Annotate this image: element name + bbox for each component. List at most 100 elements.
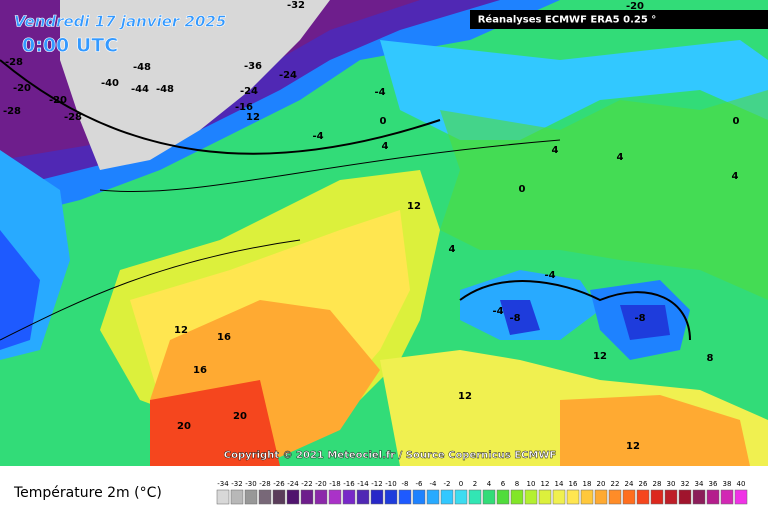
scale-swatch — [482, 489, 496, 505]
scale-swatch — [608, 489, 622, 505]
scale-label: -32 — [231, 480, 242, 488]
scale-label: 20 — [597, 480, 606, 488]
scale-label: -12 — [371, 480, 382, 488]
scale-label: 40 — [737, 480, 746, 488]
scale-swatch — [384, 489, 398, 505]
map-background — [0, 0, 768, 466]
scale-label: 14 — [555, 480, 564, 488]
contour-label: 12 — [174, 325, 188, 336]
scale-label: 16 — [569, 480, 578, 488]
contour-label: -8 — [509, 313, 520, 324]
scale-label: -14 — [357, 480, 369, 488]
scale-swatch — [552, 489, 566, 505]
scale-label: -10 — [385, 480, 396, 488]
scale-label: -20 — [315, 480, 326, 488]
scale-label: 4 — [487, 480, 492, 488]
contour-label: 4 — [732, 171, 739, 182]
scale-swatch — [286, 489, 300, 505]
scale-swatch — [692, 489, 706, 505]
legend-panel — [0, 466, 768, 512]
scale-swatch — [594, 489, 608, 505]
contour-label: -28 — [64, 112, 82, 123]
scale-swatch — [356, 489, 370, 505]
scale-label: 28 — [653, 480, 662, 488]
scale-label: 2 — [473, 480, 477, 488]
scale-swatch — [258, 489, 272, 505]
contour-label: -40 — [101, 78, 119, 89]
scale-label: 32 — [681, 480, 690, 488]
contour-label: -44 — [131, 84, 149, 95]
scale-label: 24 — [625, 480, 634, 488]
contour-label: -4 — [544, 270, 555, 281]
contour-label: 16 — [193, 365, 207, 376]
scale-swatch — [580, 489, 594, 505]
scale-swatch — [496, 489, 510, 505]
time: 0:00 UTC — [22, 35, 118, 57]
scale-swatch — [706, 489, 720, 505]
scale-label: 22 — [611, 480, 620, 488]
contour-label: 8 — [707, 353, 714, 364]
scale-label: -28 — [259, 480, 270, 488]
scale-label: -22 — [301, 480, 312, 488]
scale-label: 38 — [723, 480, 732, 488]
scale-swatch — [426, 489, 440, 505]
contour-label: -20 — [49, 95, 67, 106]
scale-swatch — [230, 489, 244, 505]
contour-label: -48 — [156, 84, 174, 95]
contour-label: -36 — [244, 61, 262, 72]
contour-label: 0 — [380, 116, 387, 127]
contour-label: 12 — [458, 391, 472, 402]
contour-label: 0 — [519, 184, 526, 195]
scale-label: -6 — [416, 480, 424, 488]
copyright: Copyright © 2021 Meteociel.fr / Source C… — [224, 450, 556, 461]
scale-swatch — [510, 489, 524, 505]
contour-label: 20 — [233, 411, 247, 422]
scale-swatch — [734, 489, 748, 505]
scale-swatch — [468, 489, 482, 505]
scale-swatch — [412, 489, 426, 505]
scale-label: 0 — [459, 480, 463, 488]
scale-label: -26 — [273, 480, 285, 488]
contour-label: -16 — [235, 102, 253, 113]
scale-swatch — [244, 489, 258, 505]
contour-label: -32 — [287, 0, 305, 11]
scale-swatch — [314, 489, 328, 505]
scale-swatch — [328, 489, 342, 505]
scale-swatch — [524, 489, 538, 505]
contour-label: 4 — [449, 244, 456, 255]
scale-label: -2 — [444, 480, 451, 488]
contour-label: -4 — [312, 131, 323, 142]
source-box — [470, 10, 768, 29]
contour-label: 16 — [217, 332, 231, 343]
contour-label: -20 — [626, 1, 644, 12]
contour-label: 0 — [733, 116, 740, 127]
scale-swatch — [300, 489, 314, 505]
scale-label: 30 — [667, 480, 676, 488]
scale-swatch — [650, 489, 664, 505]
scale-label: 34 — [695, 480, 704, 488]
contour-label: 4 — [617, 152, 624, 163]
contour-label: -8 — [634, 313, 645, 324]
scale-label: 18 — [583, 480, 592, 488]
contour-label: 12 — [407, 201, 421, 212]
scale-swatch — [566, 489, 580, 505]
source: Réanalyses ECMWF ERA5 0.25 ° — [478, 14, 657, 26]
scale-swatch — [720, 489, 734, 505]
scale-swatch — [636, 489, 650, 505]
scale-label: -4 — [430, 480, 438, 488]
contour-label: 12 — [246, 112, 260, 123]
contour-label: -4 — [374, 87, 385, 98]
scale-swatch — [664, 489, 678, 505]
contour-label: -48 — [133, 62, 151, 73]
scale-swatch — [272, 489, 286, 505]
contour-label: 12 — [593, 351, 607, 362]
scale-swatch — [622, 489, 636, 505]
contour-label: -4 — [492, 306, 503, 317]
scale-swatch — [440, 489, 454, 505]
contour-label: -28 — [5, 57, 23, 68]
scale-label: 36 — [709, 480, 718, 488]
scale-swatch — [678, 489, 692, 505]
scale-label: -24 — [287, 480, 299, 488]
contour-label: -28 — [3, 106, 21, 117]
scale-label: -18 — [329, 480, 340, 488]
